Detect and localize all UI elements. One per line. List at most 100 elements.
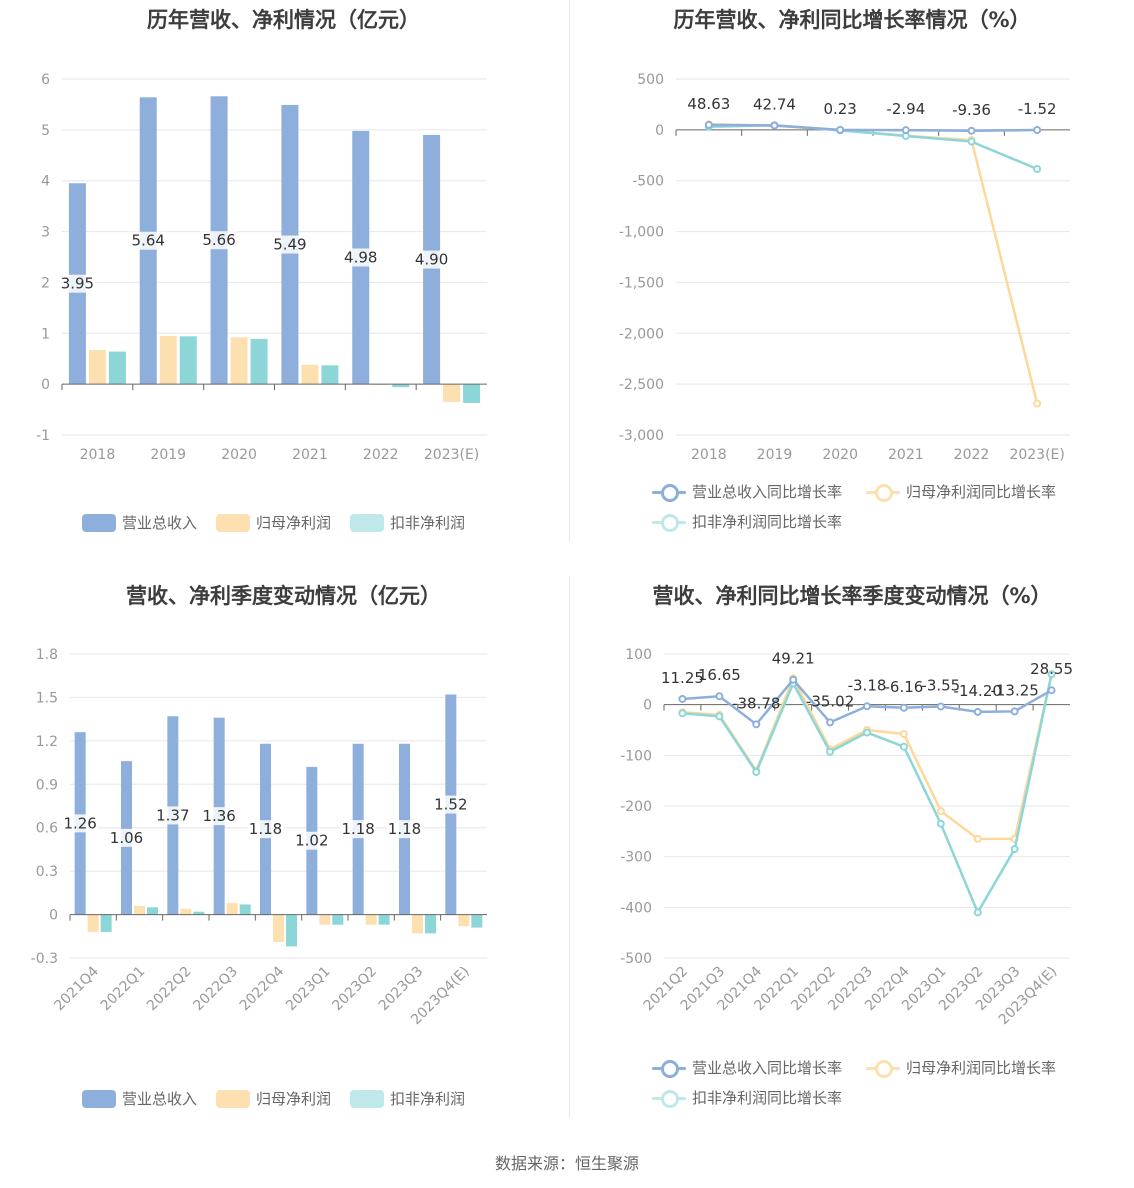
y-tick-label: 0 (41, 377, 50, 393)
bar-deducted-profit (286, 914, 297, 947)
data-point (770, 121, 779, 130)
data-label: 42.74 (753, 96, 796, 114)
x-tick-label: 2018 (691, 447, 727, 463)
y-tick-label: -300 (620, 850, 652, 866)
data-label: -6.16 (885, 678, 924, 696)
legend-item-net-profit[interactable]: 归母净利润 (216, 512, 331, 533)
bar-deducted-profit (378, 914, 390, 925)
legend-item-deducted-profit[interactable]: 扣非净利润 (350, 512, 465, 533)
data-point (789, 675, 798, 684)
data-label-bg (200, 807, 238, 826)
data-label: 1.06 (110, 829, 143, 847)
data-point (1010, 845, 1019, 854)
data-point (863, 702, 871, 711)
legend-item-net-profit-growth[interactable]: 归母净利润同比增长率 (866, 1057, 1056, 1078)
x-tick-label: 2022Q1 (98, 964, 149, 1015)
legend-item-revenue-growth[interactable]: 营业总收入同比增长率 (652, 1057, 842, 1078)
bar-net-profit (365, 914, 377, 925)
x-tick-label: 2023Q2 (329, 964, 380, 1015)
y-tick-label: 0 (643, 698, 652, 714)
annual-growth-rate-chart: 历年营收、净利同比增长率情况（%） 500 0 -500 -1,000 -1,500 -2… (570, 0, 1134, 560)
y-tick-label: 6 (41, 72, 50, 88)
annual-growth-rate-plot: 500 0 -500 -1,000 -1,500 -2,000 -2,500 -3,000 20… (619, 72, 1070, 463)
chart-title: 营收、净利季度变动情况（亿元） (126, 584, 441, 608)
bar-net-profit (88, 350, 106, 385)
data-point (973, 908, 982, 917)
y-tick-label: 2 (41, 275, 50, 291)
vertical-divider (569, 0, 570, 542)
x-tick-label: 2022 (363, 447, 399, 463)
data-label: 49.21 (772, 650, 815, 668)
quarterly-revenue-profit-plot: -0.3 0 0.3 0.6 0.9 1.2 1.5 1.8 1.26 2021Q4 1.06 202… (31, 647, 487, 1028)
x-tick-label: 2019 (757, 447, 793, 463)
data-point (967, 126, 976, 135)
data-label-bg (271, 235, 309, 254)
data-point (936, 807, 945, 816)
data-source-note: 数据来源：恒生聚源 (494, 1154, 639, 1173)
bar-net-profit (134, 905, 145, 915)
chart-title: 营收、净利同比增长率季度变动情况（%） (652, 584, 1052, 608)
legend-item-revenue-growth[interactable]: 营业总收入同比增长率 (652, 481, 842, 502)
y-tick-label: -2,500 (619, 377, 664, 393)
chart-title: 历年营收、净利情况（亿元） (147, 8, 420, 32)
bar-net-profit (180, 908, 192, 915)
data-point (936, 819, 945, 828)
quarterly-growth-rate-chart: 营收、净利同比增长率季度变动情况（%） 100 0 -100 -200 -300 -400… (570, 576, 1134, 1136)
data-label-bg (154, 806, 192, 825)
legend-item-deducted-profit-growth[interactable]: 扣非净利润同比增长率 (652, 1087, 842, 1108)
bar-deducted-profit (193, 911, 205, 915)
y-tick-label: -1 (36, 428, 50, 444)
y-tick-label: -3,000 (619, 428, 664, 444)
data-label: -13.25 (990, 681, 1038, 699)
x-tick-label: 2020 (221, 447, 257, 463)
bar-net-profit (159, 335, 177, 385)
data-point (973, 834, 982, 843)
bar-deducted-profit (108, 351, 126, 385)
data-label: 5.66 (202, 231, 235, 249)
data-label-bg (61, 814, 99, 833)
bar-deducted-profit (321, 365, 339, 385)
y-tick-label: -1,000 (619, 225, 664, 241)
bar-net-profit (230, 337, 248, 385)
data-label: 16.65 (698, 666, 741, 684)
x-tick-label: 2022Q3 (190, 964, 241, 1015)
legend-item-deducted-profit[interactable]: 扣非净利润 (350, 1088, 465, 1109)
legend-swatch-deducted-profit-growth (652, 1089, 686, 1108)
bar-deducted-profit (179, 336, 197, 385)
data-point (863, 728, 871, 737)
data-point (1010, 707, 1019, 716)
x-tick-label: 2022Q4 (237, 963, 288, 1014)
legend-item-deducted-profit-growth[interactable]: 扣非净利润同比增长率 (652, 511, 842, 532)
bar-net-profit (443, 384, 461, 402)
legend-item-revenue[interactable]: 营业总收入 (82, 512, 197, 533)
legend-label: 扣非净利润 (390, 1090, 466, 1108)
data-label: 1.18 (388, 820, 421, 838)
data-label: -3.18 (848, 676, 887, 694)
legend-label: 营业总收入同比增长率 (692, 483, 843, 501)
series-line-revenue-growth (708, 123, 1038, 133)
legend-label: 扣非净利润同比增长率 (692, 513, 843, 531)
data-label: -9.36 (952, 101, 991, 119)
legend-swatch-revenue (82, 1089, 116, 1108)
legend-swatch-deducted-profit-growth (652, 513, 686, 532)
bar-deducted-profit (250, 338, 268, 385)
y-tick-label: 5 (41, 123, 50, 139)
legend-label: 扣非净利润同比增长率 (692, 1089, 843, 1107)
data-point (752, 768, 761, 777)
annual-revenue-profit-chart: 历年营收、净利情况（亿元） -1 0 1 2 3 4 5 6 3.95 2018 5.64 2019 5… (0, 0, 567, 560)
data-label: 11.25 (661, 669, 704, 687)
data-point (826, 718, 835, 727)
legend-swatch-deducted-profit (350, 513, 384, 532)
y-tick-label: -0.3 (31, 951, 58, 967)
legend-item-revenue[interactable]: 营业总收入 (82, 1088, 197, 1109)
data-label-bg (293, 831, 331, 850)
bar-deducted-profit (425, 914, 436, 934)
y-tick-label: -400 (620, 900, 652, 916)
legend-item-net-profit[interactable]: 归母净利润 (216, 1088, 331, 1109)
y-tick-label: -100 (620, 748, 652, 764)
data-label-bg (386, 820, 423, 839)
legend-item-net-profit-growth[interactable]: 归母净利润同比增长率 (866, 481, 1056, 502)
y-tick-label: 4 (41, 174, 50, 190)
data-point (715, 712, 724, 721)
y-tick-label: 1.8 (36, 647, 58, 663)
